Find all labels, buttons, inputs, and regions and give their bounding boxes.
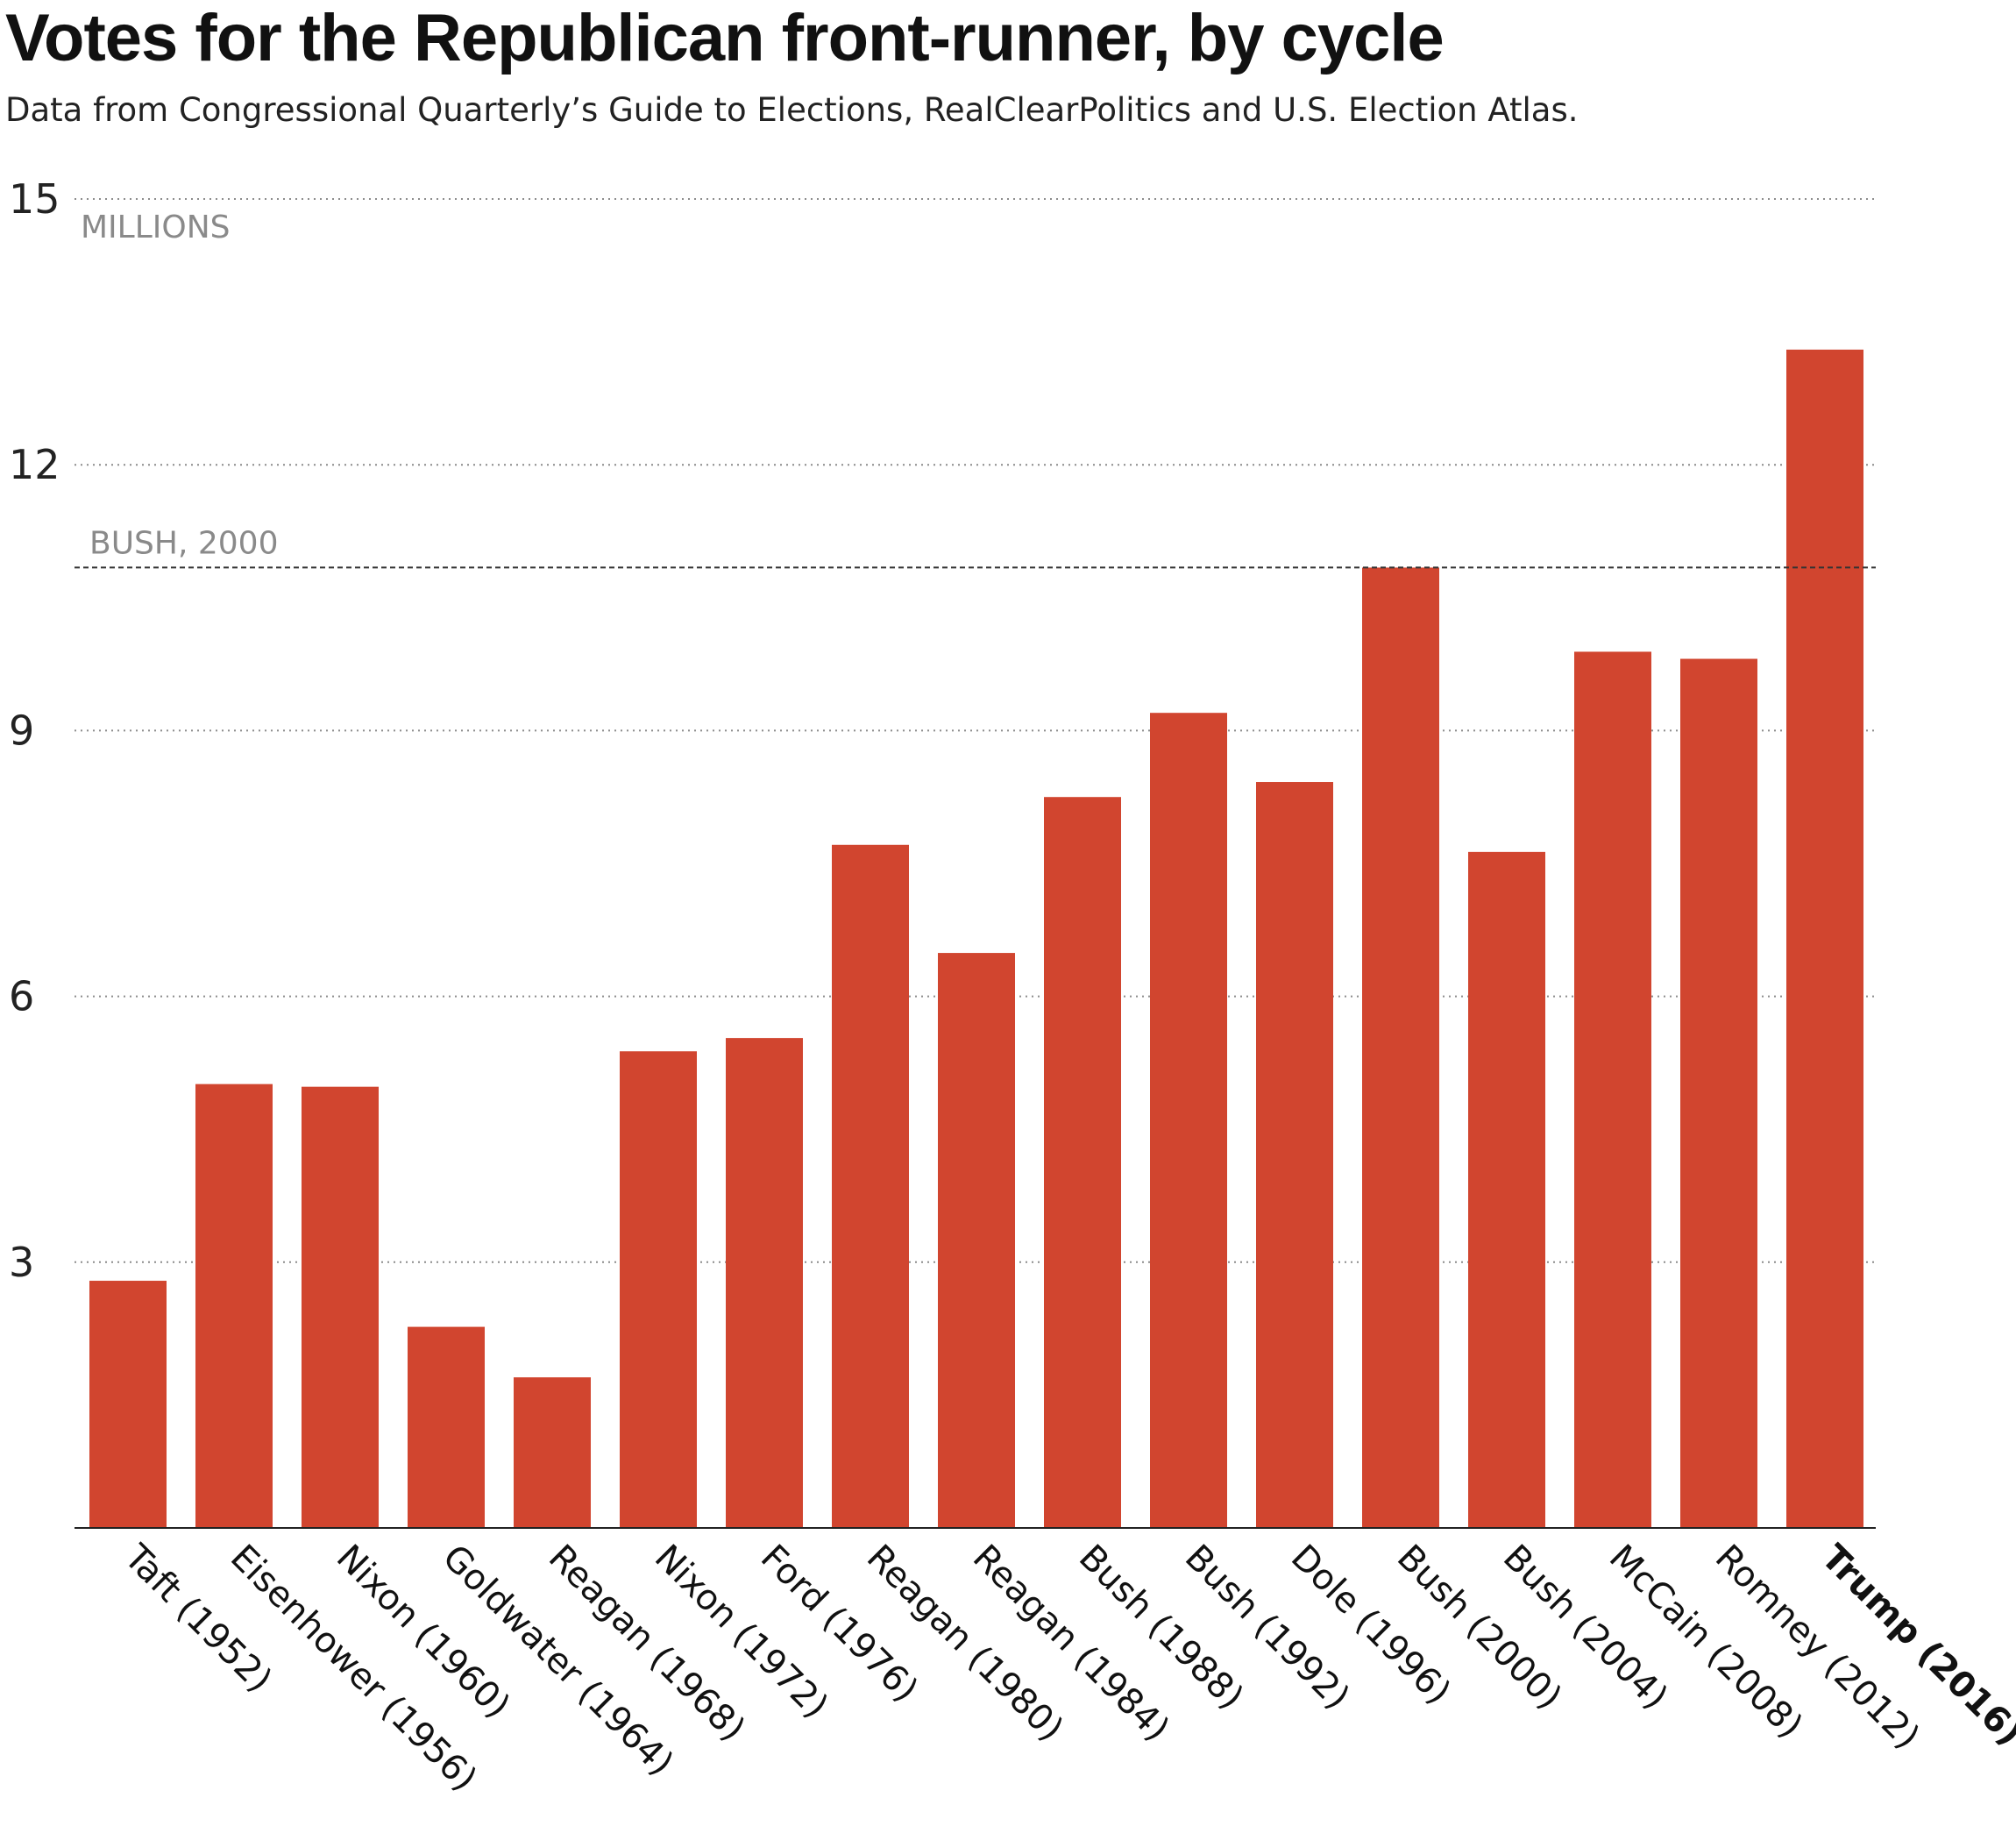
x-category-label: McCain (2008) [1601,1538,1810,1746]
bar [620,1051,697,1528]
bar [1044,797,1121,1528]
bar [514,1377,591,1528]
bar [1574,651,1651,1528]
bar [1468,851,1545,1528]
bar [1362,567,1439,1529]
bar [408,1326,485,1528]
x-axis-labels: Taft (1952)Eisenhower (1956)Nixon (1960)… [116,1537,2016,1799]
x-category-label: Reagan (1984) [965,1538,1177,1750]
chart-subtitle: Data from Congressional Quarterly’s Guid… [5,91,1579,129]
x-category-label: Reagan (1968) [541,1538,753,1750]
y-axis-unit-label: MILLIONS [81,210,231,245]
bar [1150,713,1227,1528]
bar [938,953,1015,1528]
y-tick-label: 15 [9,175,60,223]
bar [195,1084,273,1528]
bar [726,1038,803,1528]
y-axis-ticks: 3 6 9 12 15 [9,175,60,1286]
reference-line-label: BUSH, 2000 [89,525,278,561]
bar [1786,349,1863,1528]
y-tick-label: 3 [9,1239,34,1286]
chart-title: Votes for the Republican front-runner, b… [5,1,1445,75]
y-tick-label: 12 [9,441,60,488]
x-category-label: Reagan (1980) [859,1538,1071,1750]
bars [89,349,1863,1529]
bar [832,844,909,1528]
bar [302,1086,379,1528]
bar [1680,658,1757,1528]
bar [89,1281,167,1528]
reference-line-group: BUSH, 2000 [75,525,1876,569]
bar [1256,782,1333,1528]
y-tick-label: 9 [9,707,34,754]
y-tick-label: 6 [9,973,34,1020]
